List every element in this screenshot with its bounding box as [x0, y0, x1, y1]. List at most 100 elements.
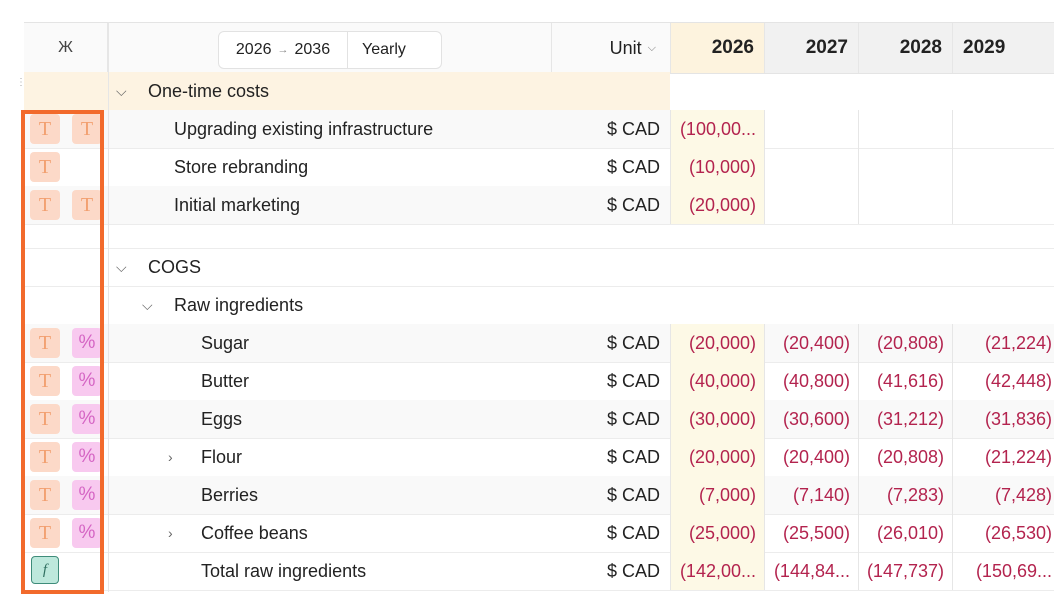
- value-cell[interactable]: (25,000): [670, 514, 764, 552]
- chevron-down-icon[interactable]: ⌵: [116, 82, 127, 99]
- text-type-icon[interactable]: T: [30, 404, 60, 434]
- value-cell[interactable]: [764, 186, 858, 224]
- value-cell[interactable]: (30,600): [764, 400, 858, 438]
- row-label: Initial marketing: [174, 194, 301, 215]
- date-range-selector[interactable]: 2026 → 2036 Yearly: [218, 31, 442, 69]
- value-cell[interactable]: (10,000): [670, 148, 764, 186]
- table-row[interactable]: Butter $ CAD (40,000) (40,800) (41,616) …: [24, 362, 1054, 401]
- percent-icon[interactable]: %: [72, 404, 102, 434]
- group-row-raw-ingredients[interactable]: ⌵ Raw ingredients: [24, 286, 1054, 325]
- value-cell[interactable]: [858, 110, 952, 148]
- table-row[interactable]: › Coffee beans $ CAD (25,000) (25,500) (…: [24, 514, 1054, 553]
- percent-icon[interactable]: %: [72, 366, 102, 396]
- chevron-down-icon[interactable]: ⌵: [116, 258, 127, 275]
- percent-icon[interactable]: %: [72, 442, 102, 472]
- section-row-cogs[interactable]: ⌵ COGS: [24, 248, 1054, 287]
- arrow-right-icon: →: [277, 44, 289, 56]
- year-header-2029[interactable]: 2029: [952, 23, 1054, 73]
- value-cell[interactable]: (147,737): [858, 552, 952, 590]
- chevron-right-icon[interactable]: ›: [168, 449, 173, 465]
- value-cell[interactable]: [952, 186, 1054, 224]
- table-row[interactable]: Eggs $ CAD (30,000) (30,600) (31,212) (3…: [24, 400, 1054, 439]
- formula-icon[interactable]: f: [31, 556, 59, 584]
- value-cell[interactable]: (20,400): [764, 438, 858, 476]
- value-cell[interactable]: (26,010): [858, 514, 952, 552]
- table-row-total[interactable]: Total raw ingredients $ CAD (142,00... (…: [24, 552, 1054, 591]
- text-type-icon[interactable]: T: [72, 190, 102, 220]
- value-cell[interactable]: (100,00...: [670, 110, 764, 148]
- unit-column-header[interactable]: Unit ⌵: [552, 23, 670, 73]
- chevron-down-icon[interactable]: ⌵: [142, 296, 153, 313]
- value-cell[interactable]: [764, 148, 858, 186]
- value-cell[interactable]: (31,836): [952, 400, 1054, 438]
- table-row[interactable]: Initial marketing $ CAD (20,000): [24, 186, 1054, 225]
- text-type-icon[interactable]: T: [72, 114, 102, 144]
- table-row[interactable]: Berries $ CAD (7,000) (7,140) (7,283) (7…: [24, 476, 1054, 515]
- year-header-2027[interactable]: 2027: [764, 23, 858, 73]
- drag-handle-icon[interactable]: ⋮: [16, 77, 26, 88]
- value-cell[interactable]: (20,400): [764, 324, 858, 362]
- value-cell[interactable]: (20,000): [670, 186, 764, 224]
- value-cell[interactable]: (7,428): [952, 476, 1054, 514]
- header-label-column: 2026 → 2036 Yearly: [108, 23, 552, 73]
- table-row[interactable]: › Flour $ CAD (20,000) (20,400) (20,808)…: [24, 438, 1054, 477]
- text-type-icon[interactable]: T: [30, 114, 60, 144]
- period-select[interactable]: Yearly: [362, 41, 406, 58]
- row-label: Sugar: [201, 332, 250, 353]
- range-end: 2036: [294, 41, 331, 58]
- row-label: Butter: [201, 370, 250, 391]
- percent-icon[interactable]: %: [72, 518, 102, 548]
- value-cell[interactable]: (20,808): [858, 324, 952, 362]
- value-cell[interactable]: (26,530): [952, 514, 1054, 552]
- value-cell[interactable]: [952, 110, 1054, 148]
- text-type-icon[interactable]: T: [30, 328, 60, 358]
- text-type-icon[interactable]: T: [30, 366, 60, 396]
- value-cell[interactable]: (25,500): [764, 514, 858, 552]
- table-row[interactable]: Upgrading existing infrastructure $ CAD …: [24, 110, 1054, 149]
- section-title: One-time costs: [148, 80, 270, 101]
- column-toggle-button[interactable]: Ж: [24, 23, 108, 73]
- value-cell[interactable]: [858, 186, 952, 224]
- value-cell[interactable]: (21,224): [952, 324, 1054, 362]
- value-cell[interactable]: (20,000): [670, 438, 764, 476]
- text-type-icon[interactable]: T: [30, 152, 60, 182]
- value-cell[interactable]: [858, 148, 952, 186]
- value-cell[interactable]: (7,283): [858, 476, 952, 514]
- row-label: Total raw ingredients: [201, 560, 367, 581]
- value-cell[interactable]: (41,616): [858, 362, 952, 400]
- row-label: Eggs: [201, 408, 243, 429]
- value-cell[interactable]: (42,448): [952, 362, 1054, 400]
- value-cell[interactable]: (40,800): [764, 362, 858, 400]
- table-row[interactable]: Store rebranding $ CAD (10,000): [24, 148, 1054, 187]
- value-cell[interactable]: (150,69...: [952, 552, 1054, 590]
- text-type-icon[interactable]: T: [30, 518, 60, 548]
- chevron-right-icon[interactable]: ›: [168, 525, 173, 541]
- percent-icon[interactable]: %: [72, 328, 102, 358]
- value-cell[interactable]: [764, 110, 858, 148]
- value-cell[interactable]: [952, 148, 1054, 186]
- year-header-2028[interactable]: 2028: [858, 23, 952, 73]
- value-cell[interactable]: (30,000): [670, 400, 764, 438]
- value-cell[interactable]: (31,212): [858, 400, 952, 438]
- text-type-icon[interactable]: T: [30, 190, 60, 220]
- year-range[interactable]: 2026 → 2036: [219, 32, 348, 68]
- value-cell[interactable]: (142,00...: [670, 552, 764, 590]
- value-cell[interactable]: (7,140): [764, 476, 858, 514]
- value-cell[interactable]: (20,808): [858, 438, 952, 476]
- value-cell[interactable]: (20,000): [670, 324, 764, 362]
- group-title: Raw ingredients: [174, 294, 304, 315]
- text-type-icon[interactable]: T: [30, 442, 60, 472]
- column-divider: [108, 22, 109, 592]
- value-cell[interactable]: (7,000): [670, 476, 764, 514]
- value-cell[interactable]: (21,224): [952, 438, 1054, 476]
- text-type-icon[interactable]: T: [30, 480, 60, 510]
- value-cell[interactable]: (40,000): [670, 362, 764, 400]
- range-start: 2026: [235, 41, 272, 58]
- year-header-2026[interactable]: 2026: [670, 23, 764, 73]
- section-row-one-time-costs[interactable]: ⌵ One-time costs: [24, 72, 1054, 111]
- spacer-row: [24, 224, 1054, 249]
- table-row[interactable]: Sugar $ CAD (20,000) (20,400) (20,808) (…: [24, 324, 1054, 363]
- percent-icon[interactable]: %: [72, 480, 102, 510]
- value-cell[interactable]: (144,84...: [764, 552, 858, 590]
